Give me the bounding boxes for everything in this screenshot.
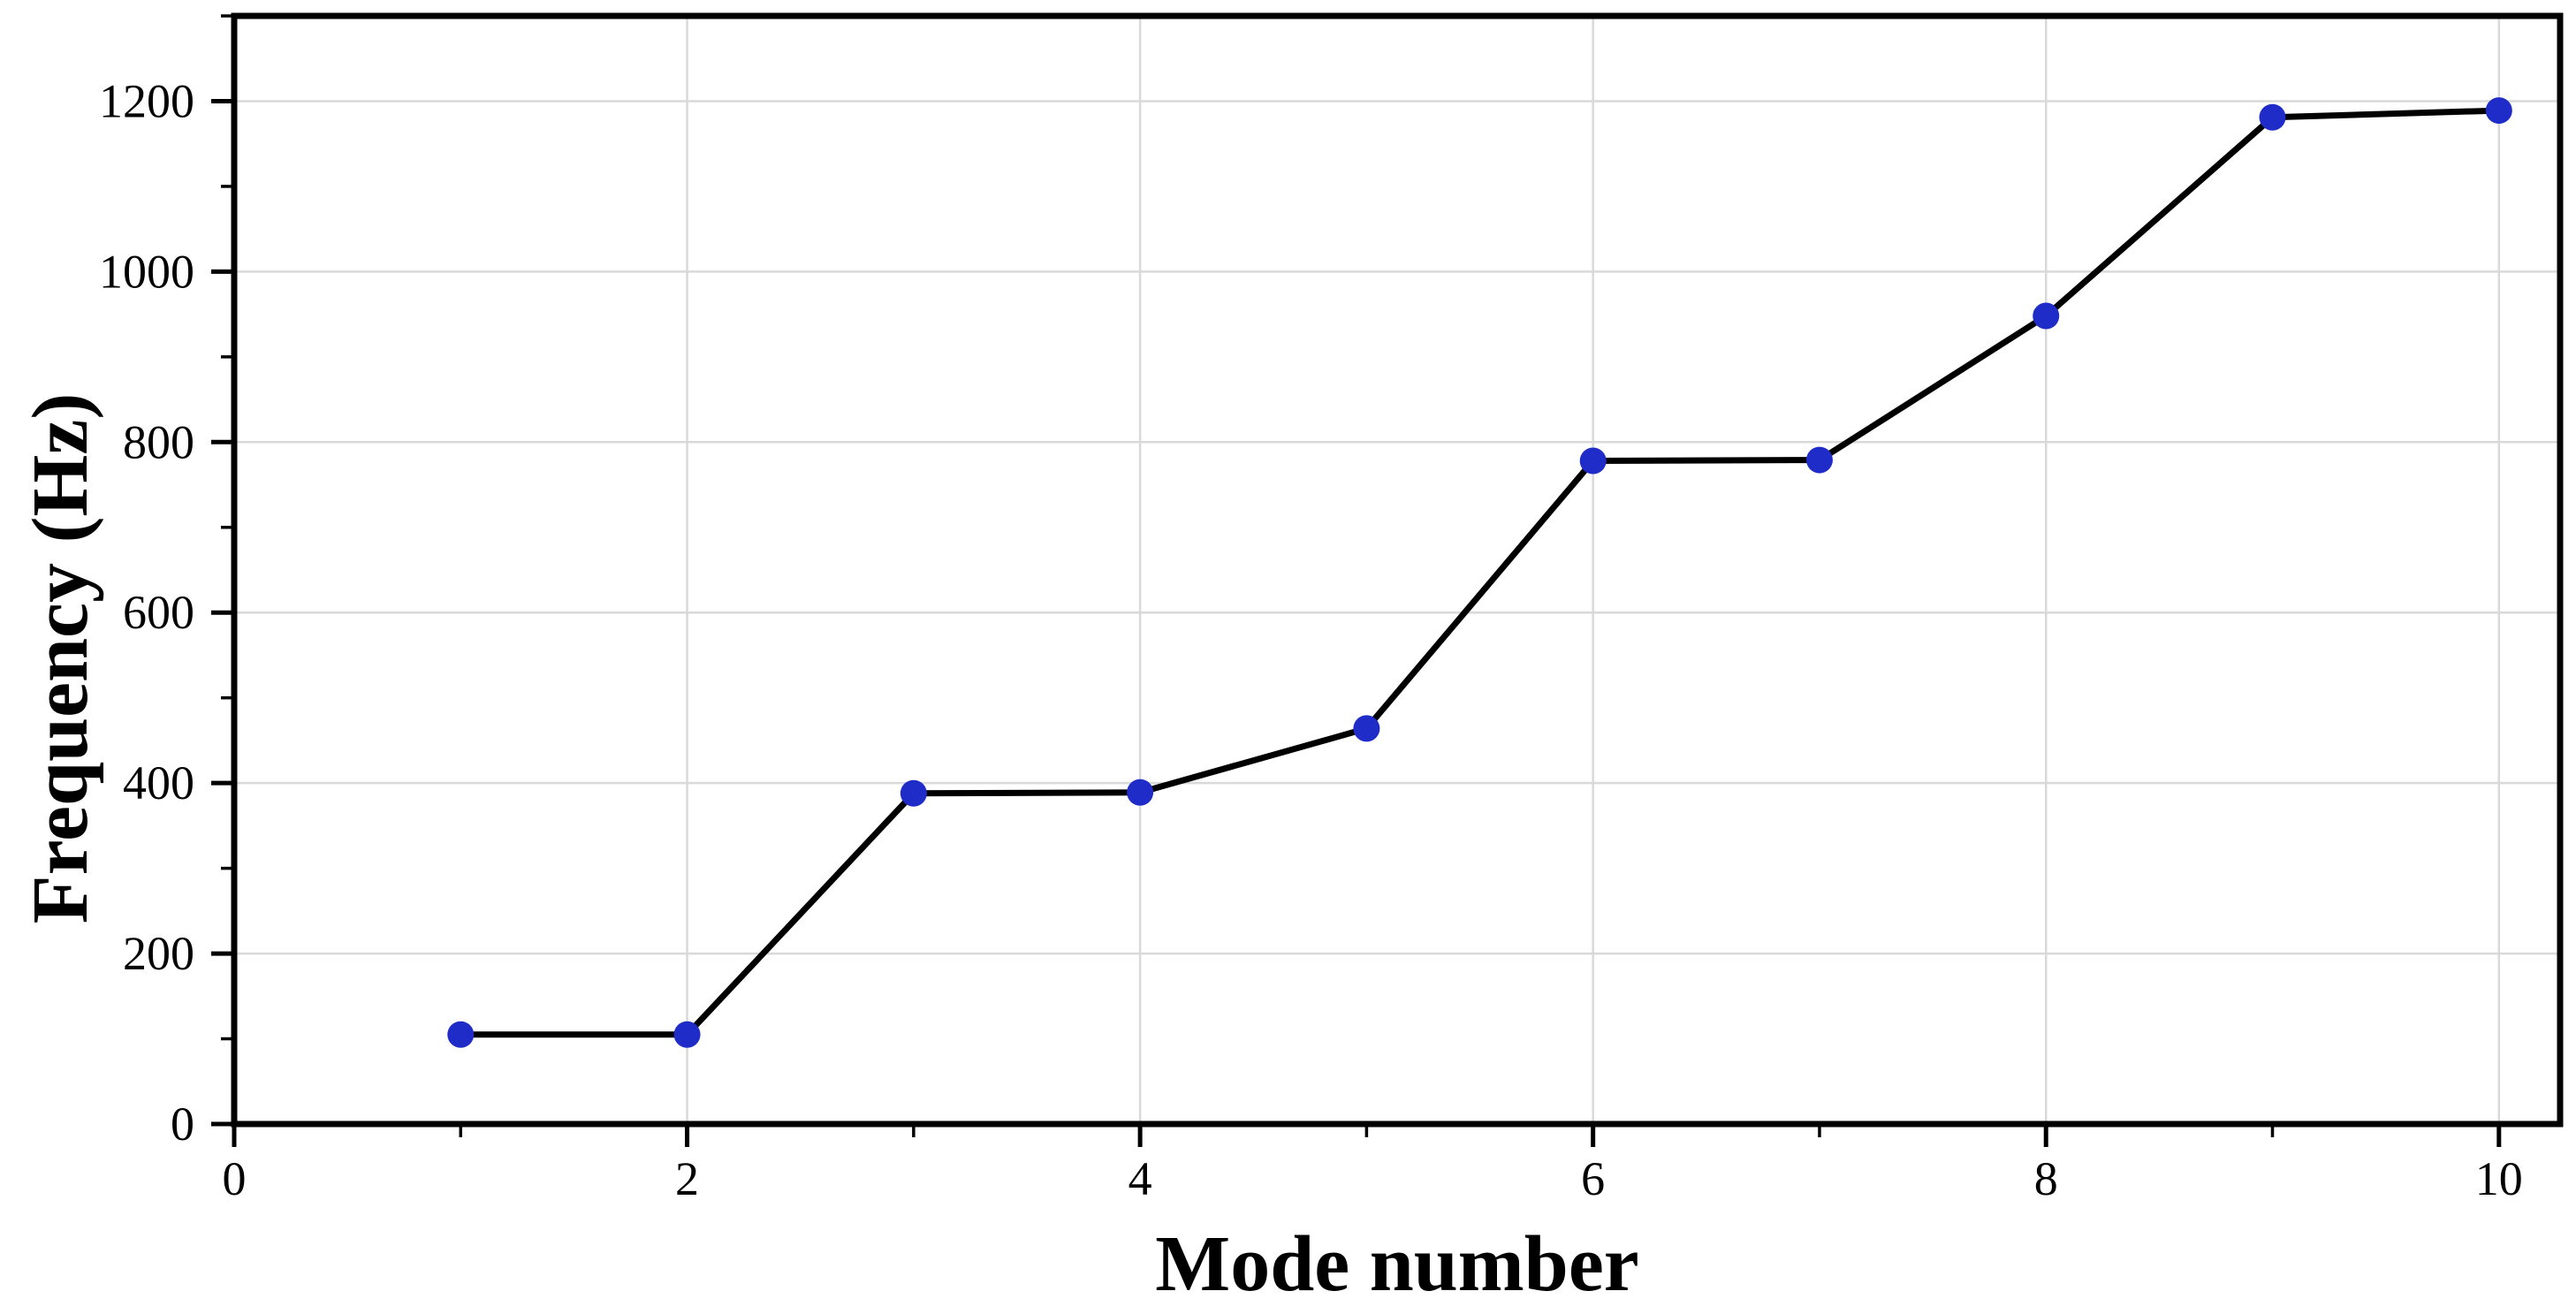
- data-point-marker: [1127, 779, 1154, 806]
- axis-ticks: [211, 14, 2502, 1147]
- tick-labels: 0 2 4 6 8 10 0 200 400 600 800 1000 1200: [99, 74, 2523, 1205]
- data-point-marker: [2259, 103, 2286, 131]
- y-tick-label: 0: [171, 1098, 194, 1151]
- y-tick-label: 200: [123, 927, 194, 980]
- gridlines: [234, 16, 2560, 1124]
- x-tick-label: 10: [2475, 1152, 2523, 1205]
- y-tick-label: 1000: [99, 245, 194, 298]
- data-point-marker: [673, 1021, 701, 1048]
- y-tick-label: 400: [123, 756, 194, 809]
- x-tick-label: 8: [2034, 1152, 2058, 1205]
- plot-frame: [231, 12, 2564, 1128]
- y-axis-label: Frequency (Hz): [17, 393, 104, 924]
- data-point-marker: [2033, 302, 2060, 330]
- series-line: [460, 107, 2499, 1038]
- x-tick-label: 4: [1128, 1152, 1152, 1205]
- data-point-marker: [1353, 715, 1380, 742]
- data-point-marker: [1805, 446, 1833, 474]
- y-tick-label: 600: [123, 586, 194, 639]
- data-point-marker: [447, 1021, 475, 1048]
- x-tick-label: 6: [1581, 1152, 1605, 1205]
- data-point-marker: [2485, 97, 2512, 125]
- data-point-marker: [1579, 447, 1607, 475]
- data-point-marker: [900, 779, 927, 807]
- x-axis-label: Mode number: [1155, 1220, 1638, 1308]
- data-series: [447, 97, 2512, 1048]
- y-tick-label: 800: [123, 415, 194, 468]
- x-tick-label: 2: [675, 1152, 699, 1205]
- y-tick-label: 1200: [99, 74, 194, 127]
- x-tick-label: 0: [223, 1152, 247, 1205]
